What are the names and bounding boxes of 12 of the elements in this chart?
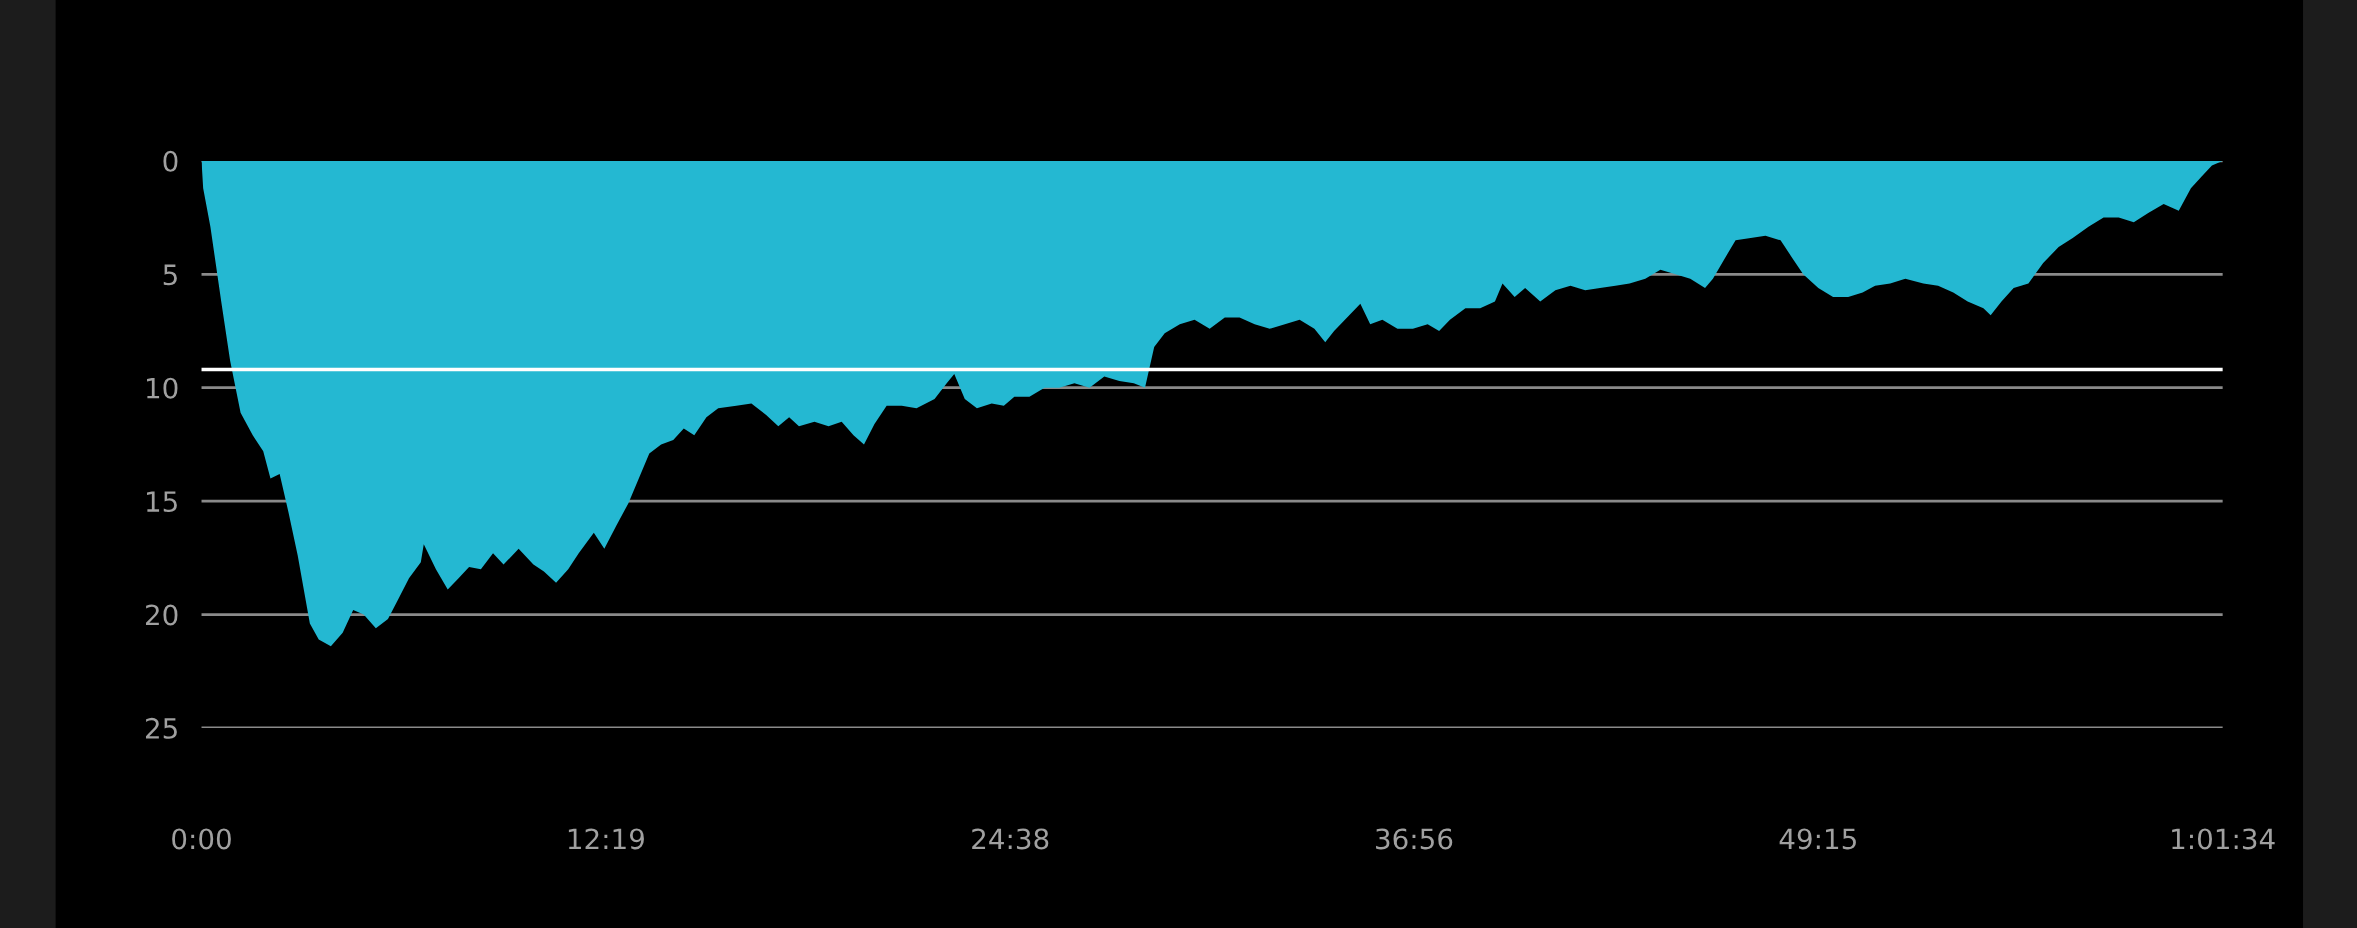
y-tick-label: 25	[145, 717, 177, 739]
x-tick-label: 36:56	[1376, 828, 1453, 850]
x-tick-label: 0:00	[172, 828, 231, 850]
x-tick-label: 49:15	[1779, 828, 1856, 850]
y-tick-label: 5	[163, 264, 177, 286]
y-tick-label: 15	[147, 491, 177, 513]
x-tick-label: 24:38	[972, 828, 1049, 850]
y-tick-label: 0	[163, 150, 178, 172]
x-tick-label: 1:01:34	[2172, 828, 2275, 850]
x-tick-label: 12:19	[568, 828, 644, 850]
y-tick-label: 20	[145, 604, 178, 626]
y-tick-label: 10	[147, 377, 178, 399]
